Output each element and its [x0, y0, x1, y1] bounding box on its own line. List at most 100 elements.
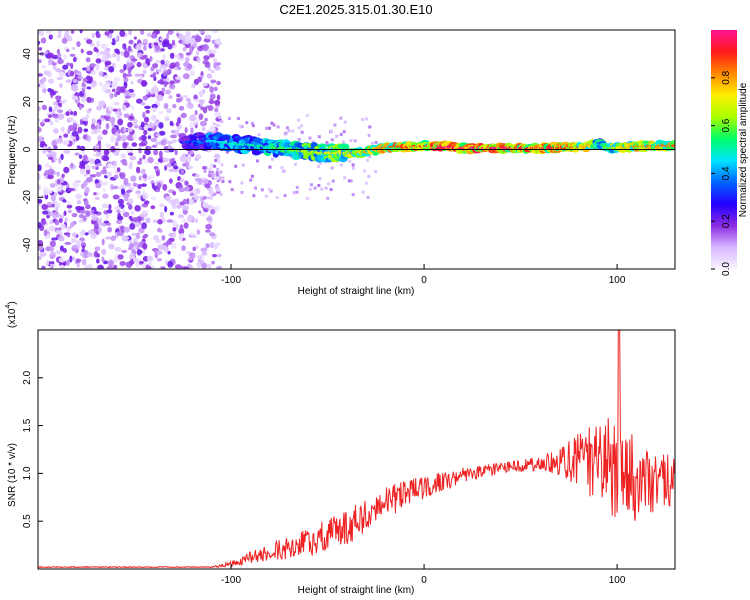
- spectrogram-cell: [203, 196, 207, 200]
- spectrogram-cell: [204, 61, 211, 68]
- spectrogram-cell: [188, 198, 195, 206]
- spectrogram-cell: [65, 62, 71, 66]
- spectrogram-cell: [283, 132, 287, 136]
- spectrogram-cell: [272, 123, 276, 127]
- spectrogram-cell: [96, 122, 100, 130]
- spectrogram-cell: [145, 109, 150, 114]
- spectrogram-cell: [86, 264, 94, 269]
- spectrogram-cell: [146, 255, 154, 263]
- spectrogram-cell: [155, 133, 161, 137]
- spectrogram-cell: [113, 76, 121, 82]
- spectrogram-cell: [211, 260, 216, 265]
- spectrogram-cell: [166, 219, 174, 223]
- spectrogram-cell: [116, 209, 121, 213]
- spectrogram-cell: [135, 166, 141, 174]
- colorbar-gradient: [711, 30, 737, 269]
- spectrogram-cell: [137, 160, 143, 165]
- spectrogram-cell: [126, 189, 132, 193]
- spectrogram-cell: [126, 134, 134, 141]
- spectrogram-cell: [361, 190, 365, 194]
- spectrogram-cell: [184, 39, 191, 45]
- spectrogram-cell: [96, 52, 102, 57]
- spectrogram-cell: [66, 259, 70, 266]
- spectrogram-cell: [143, 129, 148, 136]
- spectrogram-cell: [156, 182, 162, 189]
- spectrogram-cell: [249, 178, 253, 182]
- spectrogram-ridge-cell: [222, 134, 231, 141]
- spectrogram-cell: [111, 41, 116, 46]
- spectrogram-cell: [110, 184, 114, 191]
- spectrogram-cell: [128, 186, 134, 191]
- spectrogram-cell: [136, 61, 142, 68]
- spectrogram-cell: [160, 266, 166, 269]
- spectrogram-cell: [86, 50, 93, 56]
- spectrogram-cell: [125, 90, 130, 96]
- spectrogram-cell: [114, 48, 120, 54]
- spectrogram-cell: [241, 163, 245, 167]
- spectrogram-cell: [339, 116, 343, 120]
- spectrogram-cell: [125, 73, 133, 77]
- spectrogram-cell: [132, 258, 140, 263]
- spectrogram-cell: [66, 200, 71, 205]
- spectrogram-cell: [150, 196, 157, 200]
- spectrogram-cell: [347, 179, 351, 183]
- spectrogram-cell: [297, 137, 301, 141]
- spectrogram-cell: [51, 139, 57, 147]
- spectrogram-cell: [86, 86, 92, 90]
- spectrogram-cell: [48, 114, 53, 118]
- spectrogram-cell: [213, 164, 217, 168]
- spectrogram-cell: [194, 109, 198, 116]
- spectrogram-cell: [170, 242, 177, 249]
- spectrogram-cell: [101, 256, 105, 263]
- spectrogram-cell: [166, 140, 174, 145]
- spectrogram-cell: [275, 196, 279, 200]
- spectrogram-cell: [172, 103, 177, 109]
- spectrogram-cell: [186, 52, 191, 56]
- spectrogram-cell: [79, 30, 83, 34]
- spectrogram-cell: [167, 260, 174, 268]
- spectrogram-cell: [110, 236, 117, 242]
- spectrogram-cell: [107, 226, 112, 233]
- spectrogram-cell: [367, 133, 371, 137]
- spectrogram-cell: [213, 153, 221, 159]
- spectrogram-cell: [146, 32, 152, 38]
- colorbar-label: Normalized spectral amplitude: [738, 82, 749, 217]
- spectrogram-cell: [71, 130, 79, 137]
- spectrogram-cell: [39, 140, 46, 145]
- spectrogram-cell: [368, 155, 372, 159]
- snr-y-tick-label: 0.5: [22, 514, 33, 528]
- snr-y-ticks: 0.5 1.0 1.5 2.0: [22, 370, 43, 528]
- spectrogram-cell: [100, 169, 107, 175]
- spectrogram-cell: [129, 223, 136, 230]
- spectrogram-cell: [189, 252, 196, 259]
- spectrogram-cell: [140, 121, 145, 128]
- spectrogram-cell: [366, 158, 370, 162]
- spectrogram-cell: [90, 70, 96, 76]
- spectrogram-cell: [38, 40, 41, 45]
- spectrogram-cell: [295, 190, 299, 194]
- spectrogram-cell: [102, 155, 110, 162]
- spectrogram-cell: [173, 54, 179, 59]
- spectrogram-cell: [85, 210, 91, 217]
- spectrogram-cell: [190, 127, 194, 134]
- spectrogram-cell: [240, 125, 244, 129]
- spectrogram-cell: [234, 164, 238, 168]
- spectrogram-cell: [353, 139, 357, 143]
- spectrogram-cell: [133, 237, 138, 243]
- spectrogram-cell: [330, 138, 334, 142]
- spectrogram-cell: [209, 181, 213, 185]
- spectrogram-cell: [150, 205, 156, 210]
- spectrogram-cell: [80, 229, 86, 235]
- spectrogram-cell: [57, 137, 64, 144]
- spectrogram-cell: [64, 30, 70, 35]
- colorbar-tick-label: 0.8: [721, 70, 732, 84]
- spectrogram-cell: [178, 105, 185, 111]
- spectrogram-cell: [182, 73, 190, 80]
- spectrogram-cell: [162, 71, 169, 77]
- spectrogram-cell: [76, 239, 82, 245]
- spectrogram-cell: [128, 260, 134, 266]
- spectrogram-cell: [44, 193, 49, 200]
- spectrogram-cell: [78, 213, 85, 219]
- spectrogram-cell: [270, 157, 274, 161]
- spectrogram-cell: [147, 156, 154, 164]
